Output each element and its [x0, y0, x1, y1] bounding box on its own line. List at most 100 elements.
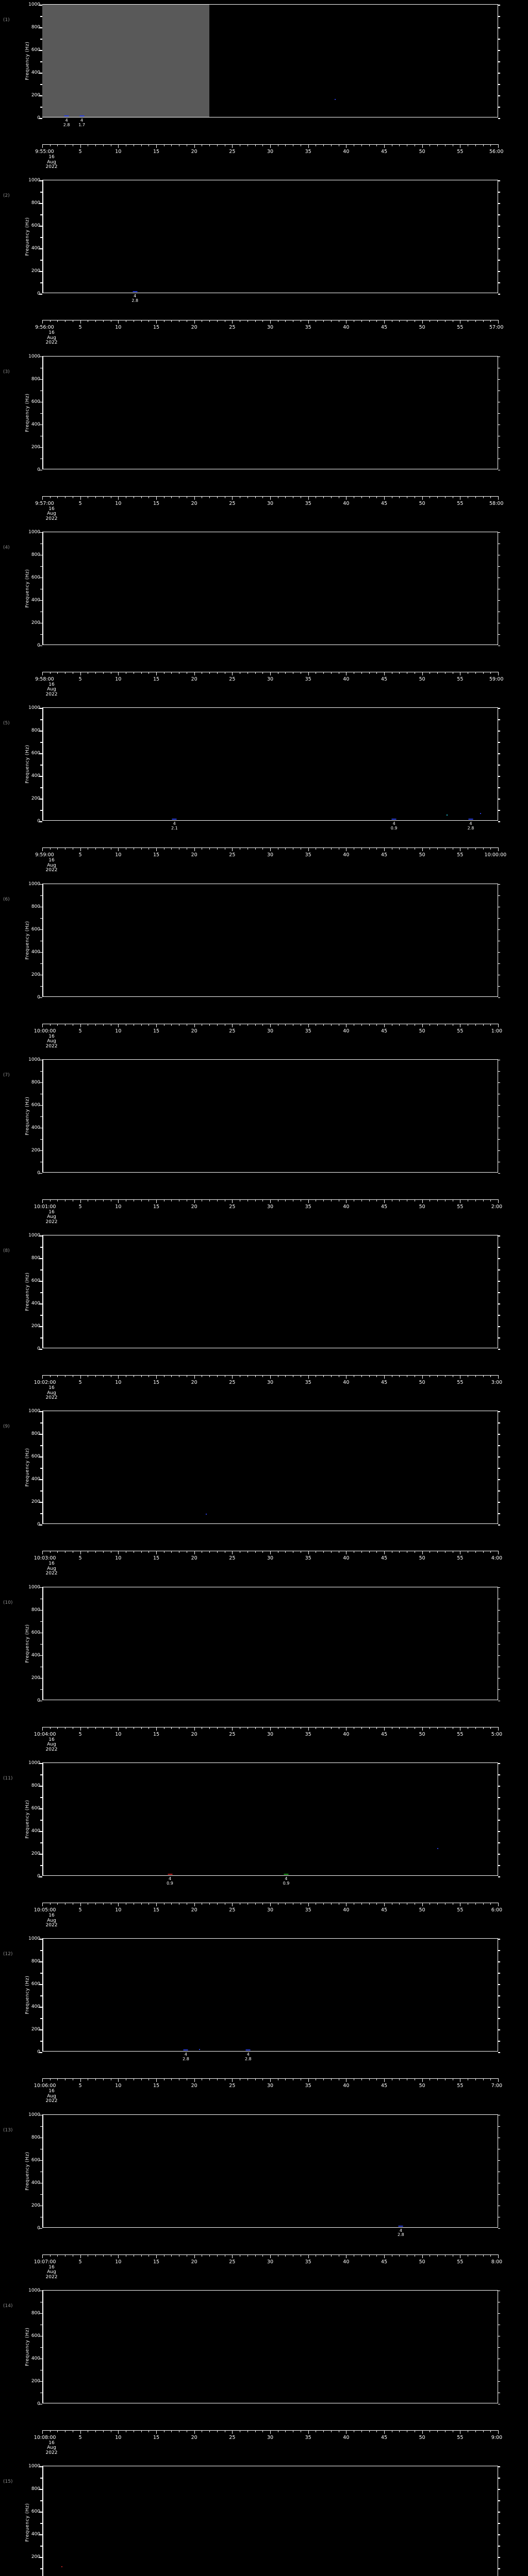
time-tick-minor: [376, 2254, 377, 2257]
y-tick-label: 0: [37, 1698, 40, 1703]
time-tick-minor: [141, 144, 142, 146]
time-tick-minor: [437, 1726, 438, 1729]
y-tick-mark-minor: [40, 1116, 42, 1117]
date-stack-line: 16: [48, 2264, 55, 2270]
spectrogram-panel: (9) Frequency (Hz) 0 200 400 600 800 1000 10:03:…: [0, 1409, 528, 1576]
y-tick-mark: [39, 379, 42, 380]
time-axis-tick-label: 35: [305, 1731, 311, 1737]
y-tick-mark: [39, 1655, 42, 1656]
y-tick-mark-minor: [40, 390, 42, 392]
y-tick-mark-minor: [40, 1666, 42, 1668]
time-tick-minor: [475, 2078, 476, 2081]
time-tick-minor: [262, 496, 263, 498]
time-tick-major: [42, 1726, 43, 1731]
time-tick-minor: [217, 2254, 218, 2257]
date-stack-line: Aug: [47, 2445, 56, 2451]
time-axis-tick-label: 30: [267, 1731, 274, 1737]
y-tick-label: 800: [31, 1256, 40, 1261]
time-tick-minor: [323, 2078, 324, 2081]
y-tick-mark-right: [498, 1445, 500, 1446]
time-tick-major: [42, 2430, 43, 2434]
time-tick-minor: [361, 144, 362, 146]
time-tick-minor: [361, 2430, 362, 2432]
time-tick-minor: [483, 2078, 484, 2081]
y-tick-mark-right: [498, 1456, 500, 1458]
time-tick-minor: [399, 144, 400, 146]
time-tick-major: [42, 496, 43, 500]
y-tick-mark-right: [498, 731, 500, 732]
y-tick-mark: [39, 1587, 42, 1588]
y-tick-mark-right: [498, 588, 500, 590]
plot-area: 0 200 400 600 800 1000: [28, 2, 500, 121]
y-tick-mark: [39, 1700, 42, 1702]
date-stack-line: 2022: [45, 164, 58, 170]
time-tick-minor: [285, 2078, 286, 2081]
y-tick-mark-right: [498, 918, 500, 919]
time-axis-start-label: 10:01:00: [34, 1204, 56, 1210]
time-axis-tick-label: 15: [153, 1204, 160, 1210]
time-tick-minor: [209, 2254, 210, 2257]
time-axis-end-label: 3:00: [491, 1380, 503, 1386]
time-axis-tick-label: 40: [343, 852, 350, 858]
y-axis-label: Frequency (Hz): [25, 217, 30, 256]
time-tick-major: [42, 2254, 43, 2258]
time-tick-major: [270, 496, 271, 500]
time-tick-minor: [444, 1375, 446, 1378]
y-tick-mark-right: [498, 1093, 500, 1095]
plot-area: 0 200 400 600 800 1000: [28, 705, 500, 824]
time-axis: 10:00:00 5 10 15 20 25 30 35 40 45 50 55 1:00 16 Aug 20…: [34, 1023, 502, 1048]
time-tick-minor: [331, 144, 332, 146]
y-tick-mark-right: [498, 2313, 500, 2314]
time-tick-minor: [255, 1199, 256, 1201]
time-tick-minor: [369, 2078, 370, 2081]
y-tick-mark-right: [498, 447, 500, 448]
time-tick-minor: [323, 1551, 324, 1553]
y-tick-mark: [39, 884, 42, 885]
time-axis: 10:05:00 5 10 15 20 25 30 35 40 45 50 55 6:00 16 Aug 20…: [34, 1903, 502, 1928]
time-tick-minor: [141, 1023, 142, 1026]
y-tick-mark-minor: [40, 39, 42, 40]
time-tick-major: [308, 1199, 309, 1203]
time-axis: 10:08:00 5 10 15 20 25 30 35 40 45 50 55 9:00 16 Aug 20…: [34, 2430, 502, 2455]
y-tick-mark: [39, 753, 42, 754]
time-tick-major: [270, 671, 271, 675]
y-tick-mark-minor: [40, 2369, 42, 2371]
y-tick-label: 600: [31, 2333, 40, 2338]
time-tick-major: [118, 1375, 119, 1379]
time-tick-minor: [217, 2430, 218, 2432]
y-tick-mark-minor: [40, 1337, 42, 1338]
time-tick-minor: [262, 1199, 263, 1201]
y-tick-label: 800: [31, 1431, 40, 1437]
time-tick-major: [118, 671, 119, 675]
y-tick-mark-right: [498, 1700, 500, 1702]
time-tick-minor: [490, 2430, 491, 2432]
time-tick-minor: [483, 1375, 484, 1378]
time-tick-minor: [255, 1726, 256, 1729]
date-stack-line: Aug: [47, 2269, 56, 2275]
time-axis-tick-label: 30: [267, 2083, 274, 2089]
y-tick-label: 1000: [28, 353, 40, 359]
y-tick-label: 800: [31, 1959, 40, 1964]
time-tick-minor: [262, 848, 263, 850]
y-tick-label: 1000: [28, 705, 40, 711]
panel-number: (11): [3, 1776, 13, 1781]
y-tick-mark-right: [498, 1303, 500, 1304]
time-tick-major: [270, 2078, 271, 2082]
y-tick-label: 1000: [28, 881, 40, 887]
event-marker-dash: [183, 2049, 188, 2051]
time-tick-minor: [437, 848, 438, 850]
y-tick-mark-right: [498, 1502, 500, 1503]
time-tick-minor: [444, 144, 446, 146]
time-tick-minor: [262, 2430, 263, 2432]
y-tick-mark-minor: [40, 2216, 42, 2218]
time-tick-minor: [171, 2254, 172, 2257]
y-tick-mark-right: [498, 2546, 500, 2547]
time-tick-minor: [444, 320, 446, 323]
time-tick-major: [422, 1375, 423, 1379]
y-tick-mark-right: [498, 1876, 500, 1877]
time-axis-tick-label: 20: [191, 852, 197, 858]
y-tick-mark: [39, 271, 42, 272]
time-tick-major: [270, 2430, 271, 2434]
time-tick-minor: [376, 1023, 377, 1026]
y-tick-mark-right: [498, 73, 500, 74]
